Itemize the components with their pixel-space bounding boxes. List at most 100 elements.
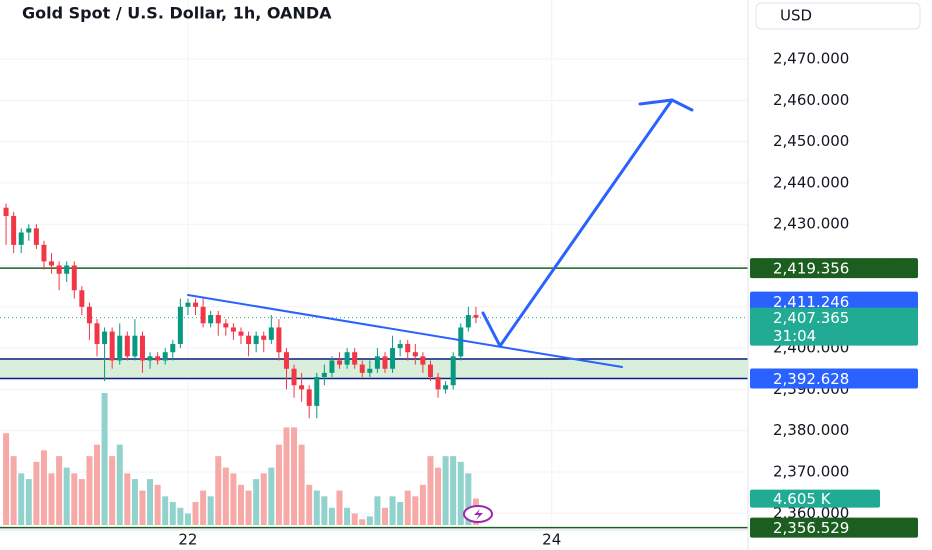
candle-body xyxy=(185,302,191,307)
volume-bar xyxy=(78,479,85,525)
volume-bar xyxy=(381,507,388,525)
candle-body xyxy=(155,356,161,361)
candle-body xyxy=(162,352,168,361)
volume-bar xyxy=(169,502,176,525)
y-tick-label: 2,380.000 xyxy=(773,421,849,439)
candle-body xyxy=(223,323,229,328)
candle-body xyxy=(33,228,39,245)
candle-body xyxy=(238,331,244,336)
volume-bar xyxy=(94,444,101,525)
last-price-box xyxy=(750,307,918,346)
icon-bolt xyxy=(474,509,483,520)
candle-body xyxy=(374,356,380,369)
candle-body xyxy=(56,265,62,274)
volume-bar xyxy=(86,456,93,525)
candle-body xyxy=(109,331,115,361)
chart-title: Gold Spot / U.S. Dollar, 1h, OANDA xyxy=(22,4,332,23)
volume-bar xyxy=(321,496,328,525)
y-tick-label: 2,450.000 xyxy=(773,132,849,150)
candle-body xyxy=(11,215,17,245)
candle-body xyxy=(359,364,365,373)
volume-bar xyxy=(48,473,55,525)
price-label-box xyxy=(750,258,918,279)
volume-bar xyxy=(404,490,411,525)
volume-bar xyxy=(298,444,305,525)
volume-bar xyxy=(344,507,351,525)
y-tick-label: 2,430.000 xyxy=(773,215,849,233)
volume-bar xyxy=(3,433,10,525)
volume-bar xyxy=(116,444,123,525)
y-tick-label: 2,470.000 xyxy=(773,50,849,68)
volume-bar xyxy=(154,484,161,525)
volume-bar xyxy=(359,519,366,525)
candle-body xyxy=(200,306,206,324)
candle-body xyxy=(329,360,335,373)
volume-bar xyxy=(306,484,313,525)
volume-bar xyxy=(40,450,47,525)
candle-body xyxy=(306,389,312,406)
candle-body xyxy=(230,327,236,332)
zone xyxy=(0,359,748,379)
volume-bar xyxy=(25,479,32,525)
y-tick-label: 2,460.000 xyxy=(773,91,849,109)
candle-body xyxy=(71,265,77,291)
replay-icon[interactable] xyxy=(463,505,493,523)
volume-bar xyxy=(465,473,472,525)
candle-body xyxy=(473,315,479,318)
y-tick-label: 2,360.000 xyxy=(773,504,849,522)
volume-bar xyxy=(33,461,40,525)
volume-bar xyxy=(397,502,404,525)
candle-body xyxy=(3,207,9,216)
candle-body xyxy=(177,306,183,344)
candle-body xyxy=(18,232,24,245)
candle-body xyxy=(344,352,350,365)
candle-body xyxy=(321,372,327,377)
candle-body xyxy=(193,302,199,307)
drawings xyxy=(187,98,694,368)
volume-bar xyxy=(245,490,252,525)
volume-bar xyxy=(268,467,275,525)
candle-body xyxy=(337,360,343,365)
candle-body xyxy=(79,290,85,307)
volume-bar xyxy=(109,456,116,525)
volume-bar xyxy=(230,473,237,525)
volume-bar xyxy=(147,479,154,525)
volume-bar xyxy=(389,496,396,525)
candle-body xyxy=(117,335,123,361)
candle-body xyxy=(420,356,426,365)
candle-body xyxy=(102,331,108,344)
volume-bar xyxy=(71,473,78,525)
candle-body xyxy=(124,335,130,357)
arrow-path xyxy=(481,98,674,348)
candle-body xyxy=(299,385,305,390)
candle-body xyxy=(208,315,214,324)
volume-bar xyxy=(457,461,464,525)
candle-body xyxy=(435,376,441,390)
volume-bar xyxy=(313,490,320,525)
candle-body xyxy=(443,385,449,390)
grid xyxy=(0,0,748,530)
candle-body xyxy=(41,244,47,262)
volume-bar xyxy=(222,467,229,525)
price-label-box xyxy=(750,368,918,389)
last-price-label: 2,407.365 xyxy=(773,309,849,327)
volume-bar xyxy=(253,479,260,525)
price-label: 2,356.529 xyxy=(773,519,849,537)
price-label-box xyxy=(750,291,918,312)
zone-layer xyxy=(0,267,748,529)
candle-body xyxy=(427,364,433,377)
volume-bar xyxy=(419,484,426,525)
y-tick-label: 2,440.000 xyxy=(773,173,849,191)
volume-bar xyxy=(101,393,108,525)
volume-bar xyxy=(184,513,191,525)
candle-body xyxy=(215,315,221,324)
arrow-head xyxy=(638,98,694,112)
candle-body xyxy=(352,352,358,365)
candle-body xyxy=(283,352,289,369)
volume-bar xyxy=(200,490,207,525)
x-tick-label: 22 xyxy=(178,531,197,549)
currency-box[interactable] xyxy=(755,2,921,30)
candle-body xyxy=(465,315,471,328)
price-label-box xyxy=(750,517,918,538)
